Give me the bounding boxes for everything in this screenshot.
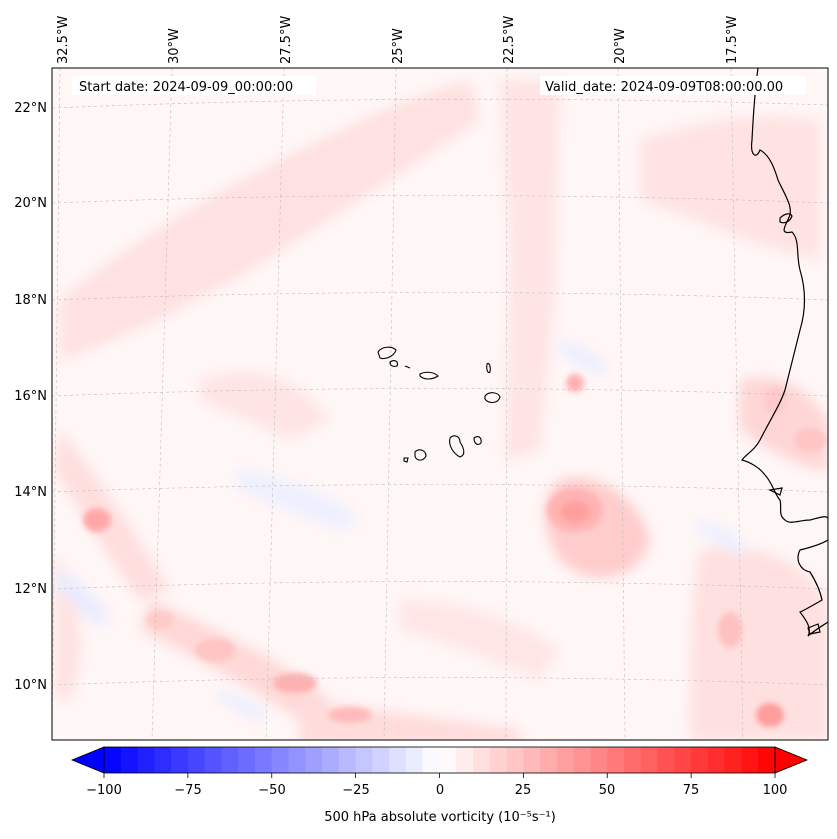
colorbar-cell bbox=[624, 747, 642, 773]
lat-label-12N: 12°N bbox=[14, 582, 47, 597]
longitude-labels: 32.5°W 30°W 27.5°W 25°W 22.5°W 20°W 17.5… bbox=[56, 16, 740, 64]
colorbar-cell bbox=[707, 747, 726, 773]
lat-label-20N: 20°N bbox=[14, 196, 47, 211]
colorbar-cell bbox=[137, 747, 155, 773]
colorbar-cell bbox=[120, 747, 139, 773]
sao-vicente-island bbox=[389, 360, 398, 367]
colorbar-cell bbox=[724, 747, 743, 773]
colorbar-cell bbox=[607, 747, 625, 773]
colorbar-cell bbox=[338, 747, 357, 773]
sao-nicolau-island bbox=[419, 371, 439, 380]
colorbar-cell bbox=[556, 747, 575, 773]
colorbar-cell bbox=[305, 747, 323, 773]
colorbar-cell bbox=[540, 747, 558, 773]
lon-label-20W: 20°W bbox=[613, 28, 628, 64]
colorbar-cell bbox=[154, 747, 172, 773]
lat-label-16N: 16°N bbox=[14, 389, 47, 404]
colorbar-tick-label: 0 bbox=[436, 783, 444, 798]
colorbar-cell bbox=[104, 747, 122, 773]
colorbar-cell bbox=[456, 747, 474, 773]
latitude-labels: 22°N 20°N 18°N 16°N 14°N 12°N 10°N bbox=[14, 101, 47, 693]
start-date-box bbox=[72, 76, 316, 95]
colorbar-tick-label: −75 bbox=[174, 783, 201, 798]
colorbar-tick-label: 100 bbox=[763, 783, 788, 798]
map-frame bbox=[51, 67, 829, 741]
colorbar-cell bbox=[473, 747, 491, 773]
valid-date-box bbox=[540, 76, 806, 95]
colorbar-cell bbox=[640, 747, 659, 773]
vorticity-field bbox=[55, 80, 828, 740]
colorbar-cell bbox=[171, 747, 189, 773]
brava-island bbox=[403, 457, 409, 463]
valid-date-label: Valid_date: 2024-09-09T08:00:00.00 bbox=[545, 80, 783, 95]
sal-island bbox=[486, 362, 491, 374]
lon-label-17.5W: 17.5°W bbox=[725, 16, 740, 64]
colorbar-cell bbox=[422, 747, 441, 773]
colorbar-cell bbox=[389, 747, 407, 773]
lon-label-30W: 30°W bbox=[167, 28, 182, 64]
colorbar-cell bbox=[489, 747, 508, 773]
santo-antao-island bbox=[377, 346, 397, 360]
colorbar-tick-label: −25 bbox=[342, 783, 369, 798]
lat-label-22N: 22°N bbox=[14, 101, 47, 116]
colorbar-extend-max bbox=[774, 746, 809, 774]
colorbar-cell bbox=[187, 747, 206, 773]
colorbar-cell bbox=[355, 747, 374, 773]
colorbar-cell bbox=[254, 747, 273, 773]
africa-coastline bbox=[741, 68, 828, 637]
cape-verde-islands bbox=[377, 346, 501, 463]
colorbar-cell bbox=[322, 747, 340, 773]
colorbar-cell bbox=[657, 747, 675, 773]
coastlines bbox=[741, 68, 828, 637]
lon-label-22.5W: 22.5°W bbox=[502, 16, 517, 64]
colorbar-cell bbox=[238, 747, 256, 773]
graticule bbox=[52, 68, 828, 740]
santiago-island bbox=[449, 435, 465, 458]
vorticity-maxima bbox=[83, 374, 826, 727]
colorbar-tick-label: 75 bbox=[683, 783, 700, 798]
colorbar-cell bbox=[288, 747, 306, 773]
colorbar-cell bbox=[372, 747, 390, 773]
map-area[interactable] bbox=[52, 68, 828, 745]
colorbar-tickmarks bbox=[103, 773, 776, 778]
lon-label-27.5W: 27.5°W bbox=[279, 16, 294, 64]
colorbar-cell bbox=[523, 747, 541, 773]
fogo-island bbox=[414, 449, 427, 461]
colorbar: −100 −75 −50 −25 0 25 50 75 100 500 hPa … bbox=[70, 746, 809, 825]
colorbar-cell bbox=[439, 747, 457, 773]
start-date-label: Start date: 2024-09-09_00:00:00 bbox=[79, 80, 293, 95]
lat-label-14N: 14°N bbox=[14, 485, 47, 500]
colorbar-tick-label: −100 bbox=[86, 783, 122, 798]
lon-label-25W: 25°W bbox=[391, 28, 406, 64]
colorbar-cell bbox=[741, 747, 759, 773]
colorbar-cell bbox=[221, 747, 239, 773]
maio-island bbox=[473, 436, 482, 445]
colorbar-label: 500 hPa absolute vorticity (10⁻⁵s⁻¹) bbox=[324, 810, 556, 825]
colorbar-tick-label: −50 bbox=[258, 783, 285, 798]
colorbar-cell bbox=[590, 747, 608, 773]
colorbar-cell bbox=[405, 747, 424, 773]
colorbar-cell bbox=[204, 747, 223, 773]
lon-label-32.5W: 32.5°W bbox=[56, 16, 71, 64]
colorbar-extend-min bbox=[70, 746, 105, 774]
lat-label-10N: 10°N bbox=[14, 678, 47, 693]
colorbar-cell bbox=[506, 747, 524, 773]
boa-vista-island bbox=[484, 392, 501, 404]
colorbar-cells bbox=[104, 747, 776, 773]
colorbar-ticks: −100 −75 −50 −25 0 25 50 75 100 bbox=[86, 783, 787, 798]
colorbar-cell bbox=[674, 747, 692, 773]
colorbar-cell bbox=[573, 747, 592, 773]
colorbar-tick-label: 25 bbox=[515, 783, 532, 798]
colorbar-cell bbox=[271, 747, 290, 773]
santa-luzia-island bbox=[404, 365, 411, 369]
colorbar-tick-label: 50 bbox=[599, 783, 616, 798]
colorbar-cell bbox=[691, 747, 709, 773]
lat-label-18N: 18°N bbox=[14, 293, 47, 308]
colorbar-cell bbox=[758, 747, 776, 773]
